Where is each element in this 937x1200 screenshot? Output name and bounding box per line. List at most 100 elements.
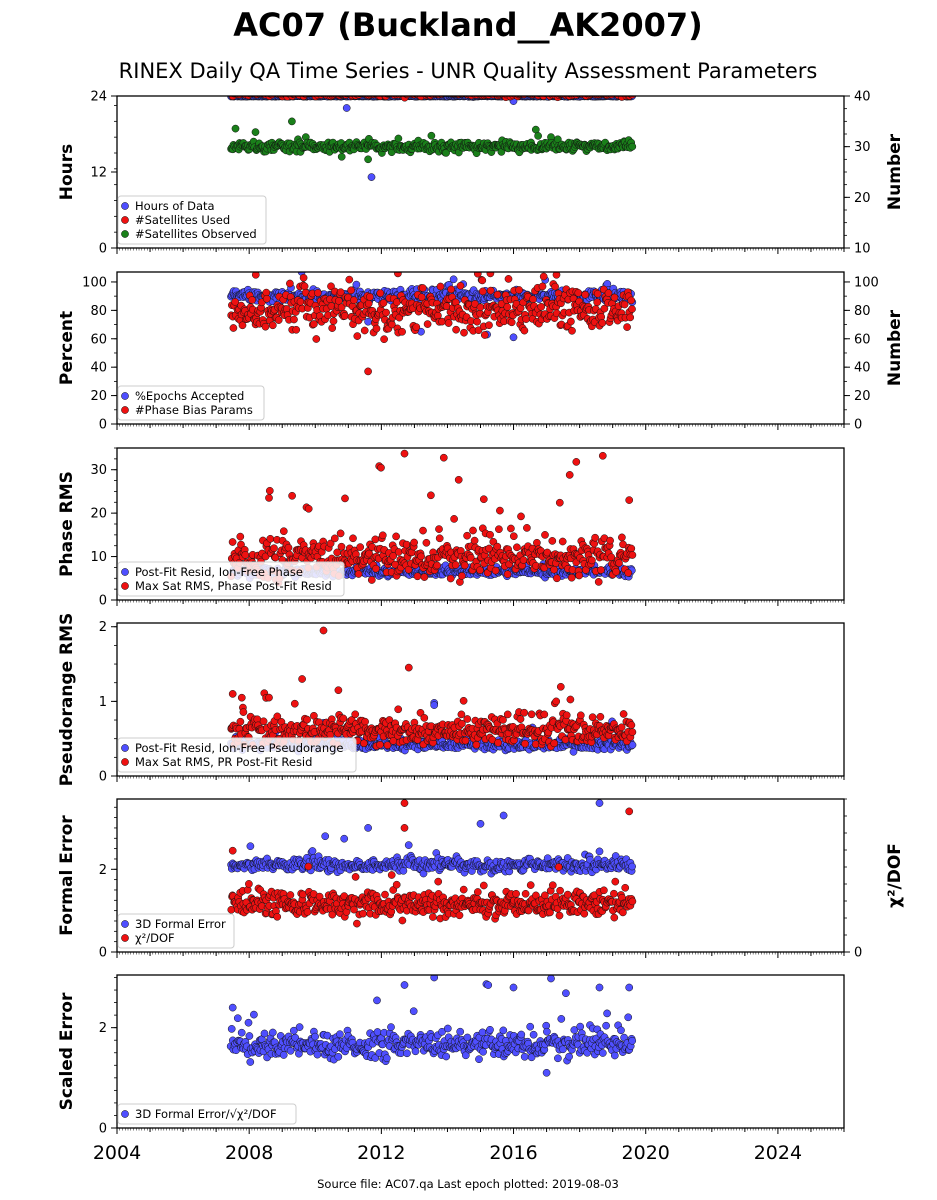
y-label: Percent	[57, 311, 77, 385]
point-1-2	[312, 96, 315, 97]
y-right-tick-label: 80	[854, 304, 871, 319]
point-1-2	[477, 96, 479, 97]
point-3-2	[371, 535, 380, 544]
point-1-2	[527, 87, 534, 94]
point-2-2	[336, 288, 345, 297]
point-3-2	[279, 527, 288, 536]
point-1-2	[534, 87, 541, 94]
y-right-tick-label: 20	[854, 389, 871, 404]
y-tick-label: 60	[90, 332, 107, 347]
point-1-2	[471, 85, 478, 92]
point-2-2	[364, 299, 373, 308]
point-1-2	[577, 96, 583, 97]
point-2-2	[262, 294, 271, 303]
point-1-2	[581, 96, 584, 97]
point-1-2	[383, 96, 386, 97]
point-2-2	[567, 317, 575, 326]
point-2-2	[593, 298, 602, 307]
point-3-2	[420, 573, 429, 581]
point-2-2	[298, 238, 305, 245]
point-1-2	[604, 87, 611, 94]
point-2-2	[623, 323, 631, 331]
point-1-2	[447, 96, 453, 97]
point-1-2	[237, 87, 244, 94]
point-3-2	[517, 512, 525, 521]
point-2-2	[447, 285, 455, 294]
legend-label: #Satellites Used	[135, 213, 230, 227]
point-1-2	[473, 96, 475, 97]
point-4-2	[290, 699, 299, 708]
point-2-2	[474, 326, 483, 335]
outlier-point	[555, 498, 564, 507]
point-1-2	[620, 85, 627, 92]
point-3-2	[550, 565, 558, 574]
point-1-2	[461, 96, 466, 97]
point-1-2	[541, 88, 548, 95]
point-1-3	[427, 131, 436, 140]
point-3-2	[618, 533, 626, 542]
point-1-2	[269, 87, 276, 94]
point-1-2	[238, 88, 245, 95]
point-3-2	[476, 566, 484, 575]
y-tick-label: 20	[90, 507, 107, 522]
point-1-2	[482, 96, 486, 97]
point-1-2	[423, 96, 428, 97]
point-1-2	[355, 89, 362, 96]
point-1-2	[589, 85, 596, 92]
point-1-2	[523, 96, 528, 97]
point-2-2	[353, 332, 362, 340]
point-1-2	[333, 96, 336, 97]
point-4-1	[628, 741, 637, 749]
point-1-2	[626, 96, 629, 97]
point-1-2	[452, 88, 459, 95]
point-3-2	[466, 553, 475, 562]
outlier-point	[304, 504, 313, 513]
point-1-2	[430, 96, 435, 97]
point-1-2	[523, 88, 530, 95]
y-tick-label: 80	[90, 304, 107, 319]
point-2-2	[551, 282, 559, 291]
point-2-2	[274, 316, 283, 324]
point-1-2	[498, 88, 505, 95]
point-3-2	[392, 532, 400, 541]
point-1-2	[239, 96, 243, 97]
point-1-2	[463, 96, 468, 97]
data-points	[227, 626, 637, 756]
panel-3: 0 10 20 30 Phase RMS Post-Fit Resid, Ion-Free…	[57, 447, 845, 609]
point-3-2	[463, 531, 471, 540]
point-1-2	[322, 88, 329, 95]
point-1-2	[380, 87, 387, 94]
point-2-2	[610, 293, 619, 302]
point-2-2	[522, 315, 530, 323]
point-1-2	[378, 89, 385, 96]
point-1-2	[625, 88, 632, 95]
point-1-2	[421, 86, 428, 93]
point-1-2	[590, 96, 595, 97]
point-1-2	[258, 85, 265, 92]
point-1-2	[587, 96, 590, 97]
point-1-2	[546, 96, 552, 97]
point-1-2	[601, 88, 608, 95]
point-3-2	[469, 526, 477, 535]
point-1-2	[440, 96, 444, 97]
point-1-2	[575, 88, 582, 95]
outlier-point	[342, 104, 351, 112]
outlier-point	[552, 272, 561, 279]
point-1-2	[256, 96, 260, 97]
point-1-2	[415, 96, 420, 97]
point-1-2	[552, 88, 559, 95]
point-1-2	[582, 89, 589, 96]
y-tick-label: 12	[90, 166, 107, 181]
point-3-2	[594, 578, 603, 586]
point-1-2	[431, 87, 438, 94]
point-1-2	[561, 89, 568, 96]
point-2-1	[449, 275, 458, 284]
point-2-2	[456, 281, 465, 290]
point-2-2	[504, 275, 513, 283]
point-3-2	[446, 574, 455, 583]
point-1-2	[421, 96, 425, 97]
y-tick-label: 20	[90, 389, 107, 404]
point-3-2	[271, 553, 280, 562]
point-1-2	[406, 96, 410, 97]
